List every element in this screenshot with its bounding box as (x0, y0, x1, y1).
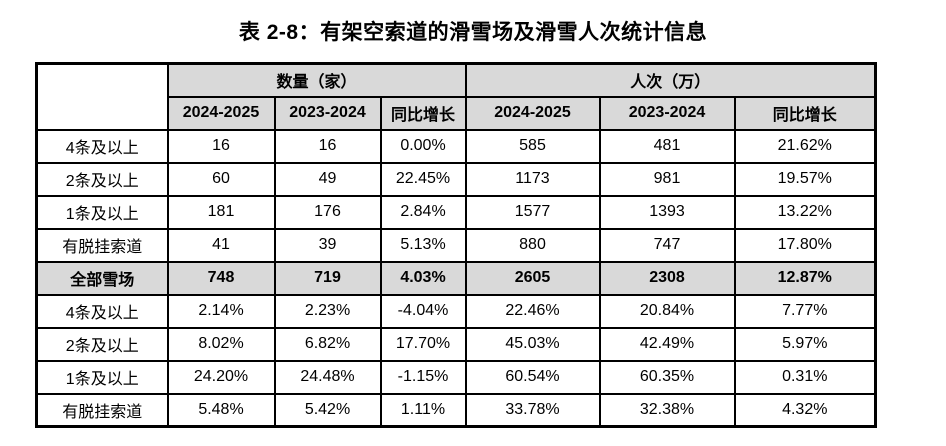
data-cell: 60 (166, 161, 276, 197)
data-cell: 481 (598, 128, 736, 164)
page-title: 表 2-8：有架空索道的滑雪场及滑雪人次统计信息 (238, 21, 708, 44)
data-cell: 49 (273, 161, 382, 197)
table-row: 有脱挂索道 5.48% 5.42% 1.11% 33.78% 32.38% 4.… (35, 392, 877, 428)
data-cell: 748 (166, 260, 276, 296)
sub-header-visits-2023-2024: 2023-2024 (598, 95, 736, 131)
row-label: 1条及以上 (35, 194, 169, 230)
data-cell: 45.03% (464, 326, 601, 362)
sub-header-quantity-2024-2025: 2024-2025 (166, 95, 276, 131)
table-row: 4条及以上 16 16 0.00% 585 481 21.62% (35, 128, 877, 164)
data-cell: 2.23% (273, 293, 382, 329)
sub-header-row: 2024-2025 2023-2024 同比增长 2024-2025 2023-… (37, 95, 877, 131)
data-cell: 42.49% (598, 326, 736, 362)
data-cell: 2308 (598, 260, 736, 296)
sub-header-visits-yoy: 同比增长 (733, 95, 877, 131)
table-row: 2条及以上 8.02% 6.82% 17.70% 45.03% 42.49% 5… (35, 326, 877, 362)
data-cell: 19.57% (733, 161, 877, 197)
table-row-total: 全部雪场 748 719 4.03% 2605 2308 12.87% (35, 260, 877, 296)
row-label: 1条及以上 (35, 359, 169, 395)
data-cell: 4.32% (733, 392, 877, 428)
data-cell: 32.38% (598, 392, 736, 428)
group-header-row: 数量（家） 人次（万） (35, 62, 877, 131)
data-cell: 60.35% (598, 359, 736, 395)
data-cell: 0.31% (733, 359, 877, 395)
data-cell: 1.11% (379, 392, 467, 428)
sub-header-quantity-2023-2024: 2023-2024 (273, 95, 382, 131)
data-cell: 2.84% (379, 194, 467, 230)
sub-header-quantity-yoy: 同比增长 (379, 95, 467, 131)
table-row: 2条及以上 60 49 22.45% 1173 981 19.57% (35, 161, 877, 197)
data-cell: 24.20% (166, 359, 276, 395)
data-cell: 1393 (598, 194, 736, 230)
group-header-visits: 人次（万） (464, 62, 877, 98)
row-label: 2条及以上 (35, 161, 169, 197)
data-cell: 719 (273, 260, 382, 296)
data-cell: 33.78% (464, 392, 601, 428)
row-label: 有脱挂索道 (35, 392, 169, 428)
table-row: 1条及以上 181 176 2.84% 1577 1393 13.22% (35, 194, 877, 230)
data-cell: -1.15% (379, 359, 467, 395)
data-cell: 5.48% (166, 392, 276, 428)
data-cell: 2605 (464, 260, 601, 296)
data-cell: 60.54% (464, 359, 601, 395)
data-cell: 22.46% (464, 293, 601, 329)
corner-cell (35, 62, 169, 131)
data-cell: 4.03% (379, 260, 467, 296)
data-cell: 8.02% (166, 326, 276, 362)
group-header-quantity: 数量（家） (166, 62, 467, 98)
table-body: 4条及以上 16 16 0.00% 585 481 21.62% 2条及以上 6… (35, 128, 877, 428)
data-cell: 17.80% (733, 227, 877, 263)
data-cell: 1577 (464, 194, 601, 230)
data-cell: 13.22% (733, 194, 877, 230)
row-label: 全部雪场 (35, 260, 169, 296)
row-label: 4条及以上 (35, 293, 169, 329)
data-cell: 17.70% (379, 326, 467, 362)
statistics-table: 数量（家） 人次（万） 2024-2025 2023-2024 同比增长 202… (35, 62, 878, 428)
data-cell: -4.04% (379, 293, 467, 329)
row-label: 有脱挂索道 (35, 227, 169, 263)
data-cell: 39 (273, 227, 382, 263)
data-cell: 12.87% (733, 260, 877, 296)
data-cell: 5.13% (379, 227, 467, 263)
data-cell: 24.48% (273, 359, 382, 395)
table-row: 有脱挂索道 41 39 5.13% 880 747 17.80% (35, 227, 877, 263)
row-label: 4条及以上 (35, 128, 169, 164)
data-cell: 21.62% (733, 128, 877, 164)
data-cell: 176 (273, 194, 382, 230)
data-cell: 880 (464, 227, 601, 263)
table-header: 数量（家） 人次（万） 2024-2025 2023-2024 同比增长 202… (35, 62, 877, 131)
data-cell: 5.97% (733, 326, 877, 362)
data-cell: 41 (166, 227, 276, 263)
table-row: 4条及以上 2.14% 2.23% -4.04% 22.46% 20.84% 7… (35, 293, 877, 329)
data-cell: 16 (166, 128, 276, 164)
data-cell: 747 (598, 227, 736, 263)
data-cell: 20.84% (598, 293, 736, 329)
data-cell: 981 (598, 161, 736, 197)
data-cell: 1173 (464, 161, 601, 197)
data-cell: 181 (166, 194, 276, 230)
sub-header-visits-2024-2025: 2024-2025 (464, 95, 601, 131)
row-label: 2条及以上 (35, 326, 169, 362)
data-cell: 16 (273, 128, 382, 164)
data-cell: 585 (464, 128, 601, 164)
data-cell: 5.42% (273, 392, 382, 428)
table-row: 1条及以上 24.20% 24.48% -1.15% 60.54% 60.35%… (35, 359, 877, 395)
data-cell: 0.00% (379, 128, 467, 164)
data-cell: 22.45% (379, 161, 467, 197)
data-cell: 2.14% (166, 293, 276, 329)
data-cell: 7.77% (733, 293, 877, 329)
data-cell: 6.82% (273, 326, 382, 362)
